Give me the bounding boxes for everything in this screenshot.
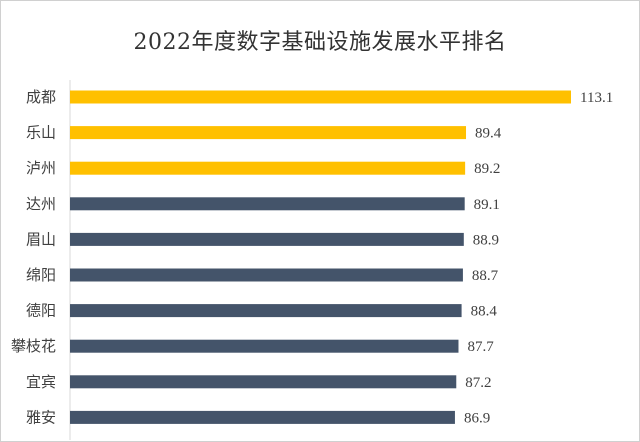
category-label: 德阳 — [26, 302, 56, 320]
bar — [70, 304, 462, 318]
category-label: 达州 — [26, 195, 56, 213]
category-label: 泸州 — [26, 159, 56, 177]
category-label: 宜宾 — [26, 373, 56, 391]
data-label: 88.9 — [473, 232, 499, 248]
category-label: 眉山 — [26, 230, 56, 248]
category-label: 雅安 — [26, 408, 56, 426]
data-label: 89.4 — [475, 126, 502, 142]
data-label: 86.9 — [464, 410, 490, 426]
category-label: 成都 — [26, 88, 56, 106]
category-label: 攀枝花 — [11, 337, 56, 355]
bar — [70, 232, 464, 246]
chart-title: 2022年度数字基础设施发展水平排名 — [133, 30, 507, 55]
data-label: 89.1 — [474, 197, 500, 213]
bar — [70, 339, 459, 353]
bar — [70, 375, 457, 389]
data-label: 113.1 — [580, 90, 613, 106]
data-label: 88.4 — [471, 304, 498, 320]
bar — [70, 410, 455, 424]
category-label: 绵阳 — [26, 266, 56, 284]
data-label: 88.7 — [472, 268, 499, 284]
category-label: 乐山 — [26, 124, 56, 142]
data-label: 87.7 — [467, 339, 494, 355]
data-label: 89.2 — [474, 161, 500, 177]
data-label: 87.2 — [465, 375, 491, 391]
bar — [70, 126, 467, 140]
bar — [70, 197, 465, 211]
bar — [70, 90, 571, 104]
bar — [70, 268, 463, 282]
bar — [70, 161, 466, 175]
